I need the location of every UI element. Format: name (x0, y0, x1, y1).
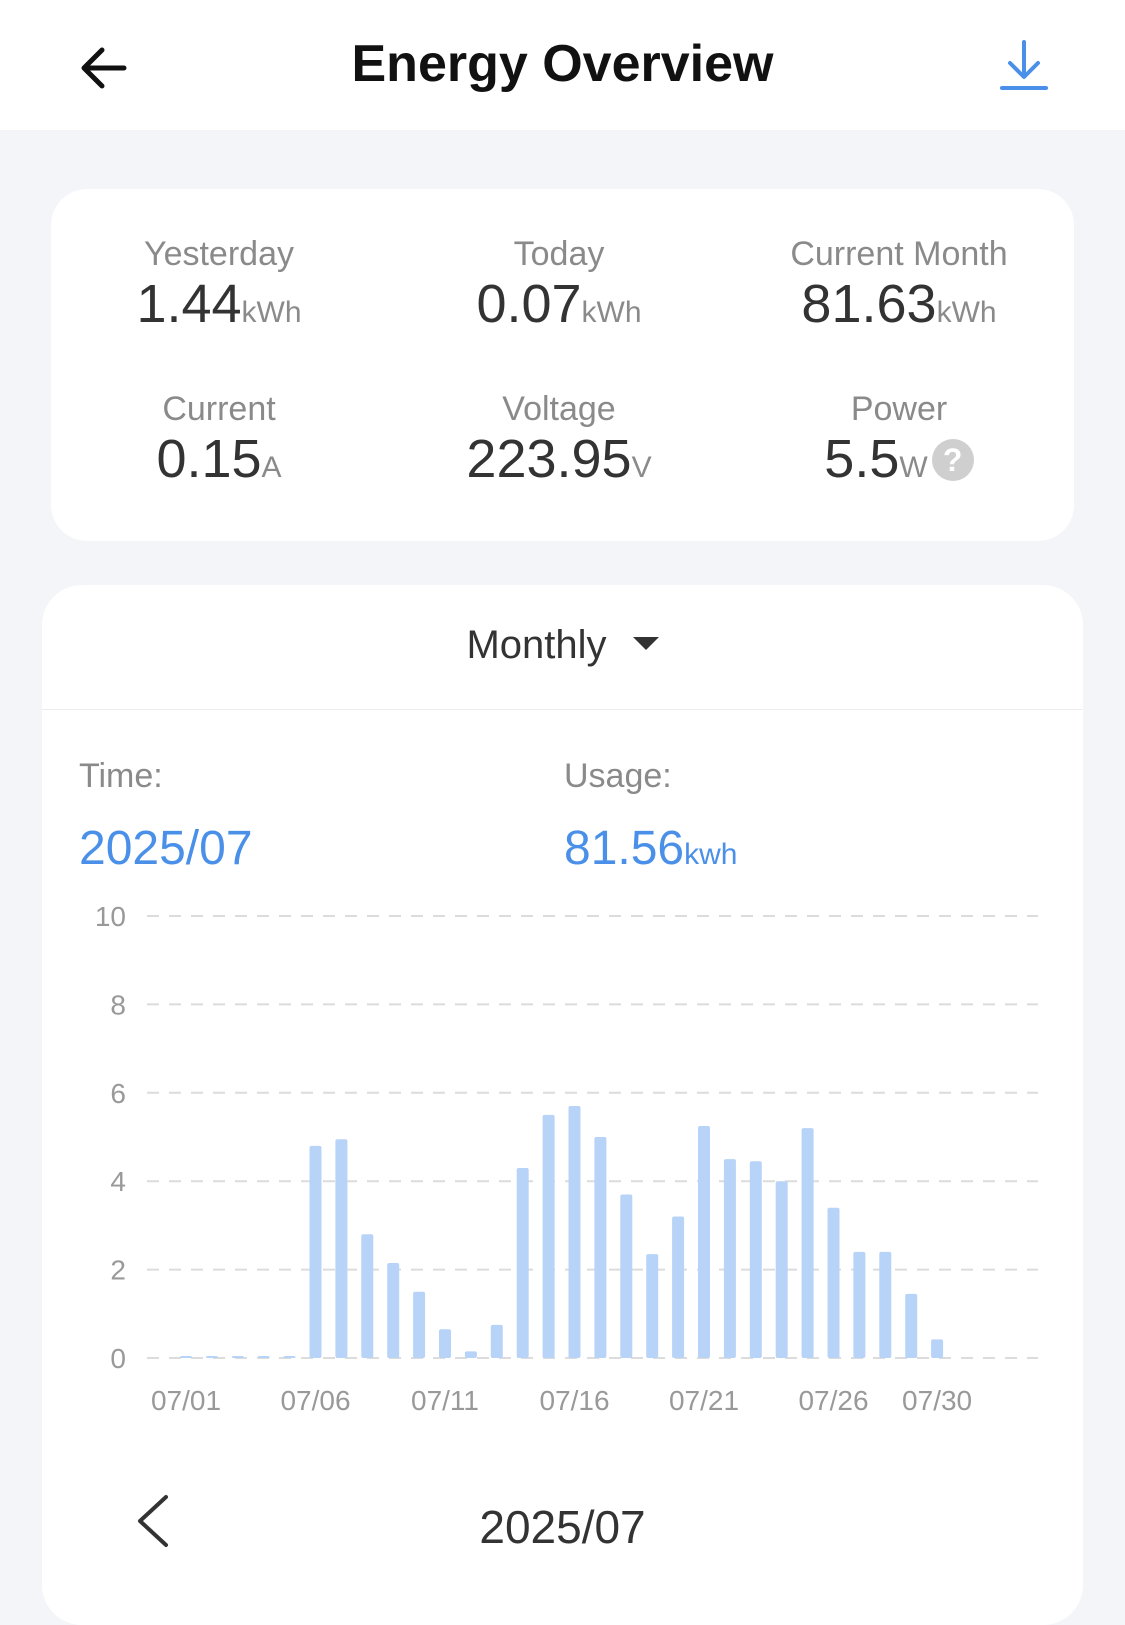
stat-label: Voltage (502, 390, 616, 428)
stat-current-month: Current Month 81.63kWh (729, 234, 1069, 348)
bar-07-01[interactable] (180, 1356, 192, 1358)
app-header: Energy Overview (0, 0, 1125, 130)
bar-07-10[interactable] (413, 1291, 426, 1358)
bar-07-16[interactable] (568, 1106, 581, 1358)
bar-07-29[interactable] (905, 1293, 918, 1358)
stat-value: 0.07 (476, 274, 582, 334)
stat-value: 81.63 (801, 274, 937, 334)
bar-07-23[interactable] (749, 1161, 762, 1358)
stat-label: Current (162, 390, 276, 428)
usage-value: 81.56 (564, 822, 685, 875)
bar-07-20[interactable] (672, 1216, 685, 1358)
bar-07-13[interactable] (490, 1324, 503, 1358)
bar-07-08[interactable] (361, 1234, 374, 1358)
y-tick-label: 2 (110, 1255, 126, 1286)
bar-07-18[interactable] (620, 1194, 633, 1358)
stat-value: 5.5 (824, 429, 900, 489)
bar-07-14[interactable] (516, 1167, 529, 1358)
bar-07-19[interactable] (646, 1254, 659, 1358)
bar-07-15[interactable] (542, 1114, 555, 1358)
x-tick-label: 07/26 (798, 1385, 868, 1416)
divider (42, 709, 1083, 710)
stats-card: Yesterday 1.44kWh Today 0.07kWh Current … (51, 189, 1074, 541)
stat-label: Yesterday (144, 235, 294, 273)
usage-value-row: 81.56kwh (564, 821, 737, 876)
usage-bar-chart[interactable]: 0 2 4 6 8 10 07/01 07/06 07/11 07/16 07/21 07/26 07/… (42, 585, 1083, 1445)
bar-07-06[interactable] (309, 1145, 322, 1358)
stat-value: 0.15 (156, 429, 262, 489)
bar-07-07[interactable] (335, 1139, 348, 1358)
caret-down-icon (632, 637, 659, 650)
bar-07-26[interactable] (827, 1207, 840, 1358)
bar-07-24[interactable] (775, 1181, 788, 1358)
help-icon[interactable]: ? (931, 439, 974, 481)
bar-07-11[interactable] (439, 1329, 451, 1358)
time-value: 2025/07 (79, 822, 253, 875)
page-title: Energy Overview (351, 35, 774, 93)
y-tick-label: 0 (110, 1343, 126, 1374)
usage-unit: kwh (684, 838, 738, 871)
bar-07-05[interactable] (283, 1356, 296, 1358)
bar-07-17[interactable] (594, 1137, 607, 1358)
stat-voltage: Voltage 223.95V (389, 389, 729, 503)
chevron-left-icon[interactable] (130, 1491, 174, 1551)
bar-07-25[interactable] (801, 1128, 814, 1358)
chart-card: Monthly Time: 2025/07 Usage: 81.56kwh 0 2… (42, 585, 1083, 1625)
stat-value: 1.44 (136, 274, 242, 334)
back-arrow-icon[interactable] (74, 38, 134, 98)
stat-current: Current 0.15A (49, 389, 389, 503)
stat-power: Power 5.5W? (729, 389, 1069, 503)
x-tick-label: 07/11 (411, 1385, 479, 1416)
bar-07-04[interactable] (257, 1356, 270, 1358)
bar-07-09[interactable] (387, 1262, 400, 1358)
x-tick-label: 07/01 (151, 1385, 221, 1416)
stat-unit: kWh (241, 296, 302, 329)
stat-today: Today 0.07kWh (389, 234, 729, 348)
usage-label: Usage: (564, 757, 672, 795)
x-tick-label: 07/21 (669, 1385, 739, 1416)
bar-07-22[interactable] (723, 1159, 736, 1358)
x-tick-label: 07/16 (539, 1385, 609, 1416)
stat-unit: V (631, 451, 652, 484)
stat-value: 223.95 (466, 429, 632, 489)
stat-label: Today (513, 235, 605, 273)
y-tick-label: 6 (110, 1078, 126, 1109)
stat-unit: A (261, 451, 282, 484)
bar-07-30[interactable] (931, 1339, 944, 1358)
period-dropdown-label: Monthly (466, 623, 607, 667)
stat-unit: kWh (936, 296, 997, 329)
stat-yesterday: Yesterday 1.44kWh (49, 234, 389, 348)
bar-07-12[interactable] (464, 1351, 477, 1358)
y-tick-label: 8 (110, 989, 126, 1020)
x-tick-label: 07/30 (902, 1385, 972, 1416)
stat-unit: kWh (581, 296, 642, 329)
download-icon[interactable] (994, 36, 1054, 98)
period-dropdown[interactable]: Monthly (42, 623, 1083, 668)
bar-07-21[interactable] (698, 1125, 710, 1358)
bar-07-03[interactable] (231, 1356, 244, 1358)
bar-07-27[interactable] (853, 1251, 866, 1358)
time-label: Time: (79, 757, 163, 795)
nav-date: 2025/07 (479, 1501, 646, 1553)
x-tick-label: 07/06 (280, 1385, 350, 1416)
bar-07-02[interactable] (205, 1356, 218, 1358)
y-tick-label: 4 (110, 1166, 126, 1197)
stat-unit: W (899, 451, 928, 484)
bar-07-28[interactable] (879, 1251, 892, 1358)
stat-label: Power (850, 390, 948, 428)
y-tick-label: 10 (95, 901, 126, 932)
stat-label: Current Month (790, 235, 1008, 273)
